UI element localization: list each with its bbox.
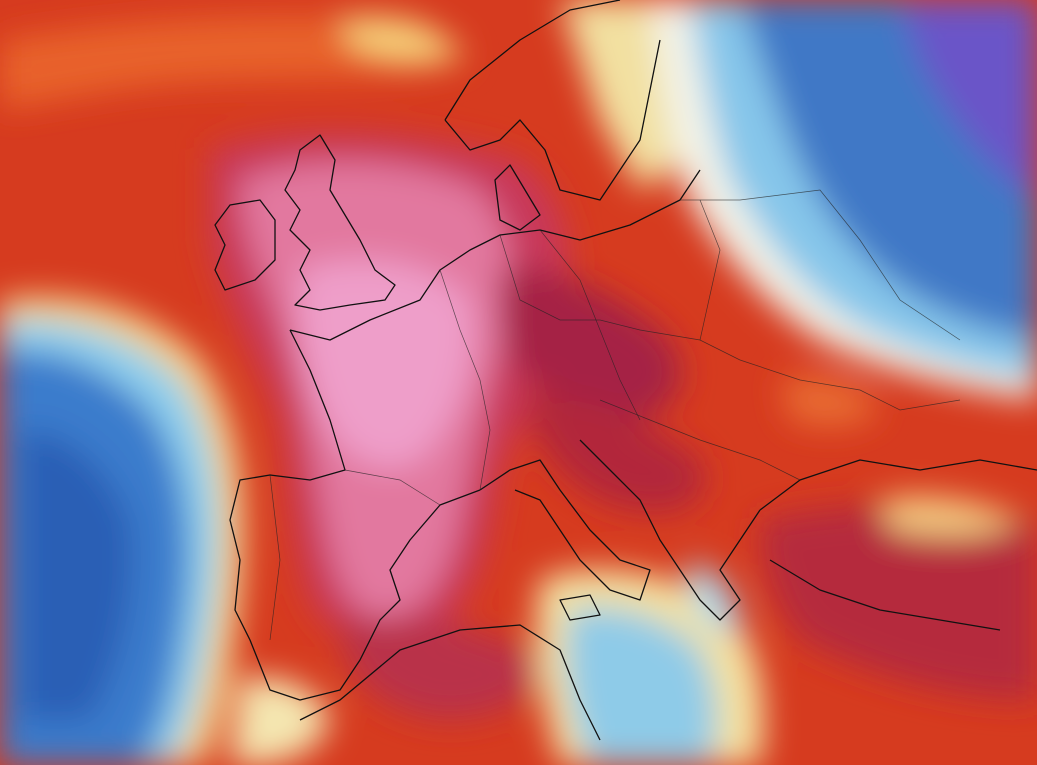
coastlines [214,0,1037,741]
borders [269,189,961,641]
